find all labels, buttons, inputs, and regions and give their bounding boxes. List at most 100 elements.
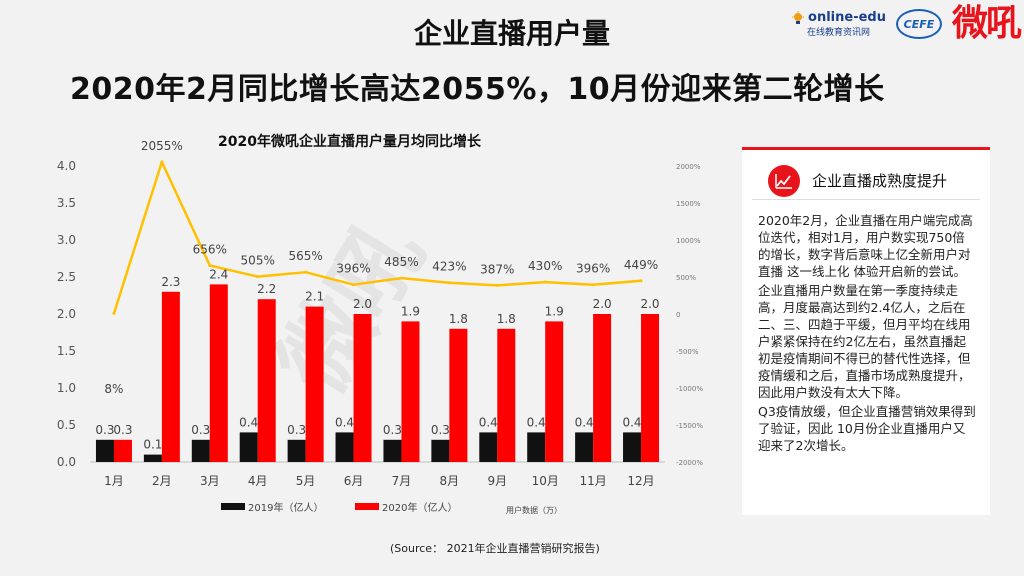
y-left-tick-label: 4.0 bbox=[57, 159, 76, 173]
bulb-icon bbox=[792, 10, 805, 24]
x-tick-label: 3月 bbox=[200, 474, 220, 488]
y-left-tick-label: 2.5 bbox=[57, 270, 76, 284]
bar-2020 bbox=[353, 314, 372, 462]
y-left-tick-label: 2.0 bbox=[57, 307, 76, 321]
bar-label-2020: 2.3 bbox=[161, 275, 180, 289]
cefe-logo: CEFE bbox=[895, 9, 942, 39]
bar-label-2020: 2.0 bbox=[593, 297, 612, 311]
bar-label-2019: 0.4 bbox=[622, 415, 641, 429]
bar-label-2020: 2.1 bbox=[305, 290, 324, 304]
bar-label-2020: 1.8 bbox=[497, 312, 516, 326]
bar-label-2019: 0.4 bbox=[575, 415, 594, 429]
y-right-tick-label: 1000% bbox=[676, 237, 701, 245]
growth-label: 387% bbox=[480, 262, 514, 276]
source-note: (Source： 2021年企业直播营销研究报告) bbox=[390, 542, 600, 555]
panel-paragraph: 企业直播用户数量在第一季度持续走高，月度最高达到约2.4亿人，之后在二、三、四趋… bbox=[758, 283, 971, 400]
bar-label-2020: 2.2 bbox=[257, 282, 276, 296]
bar-label-2019: 0.4 bbox=[527, 415, 546, 429]
y-right-tick-label: 1500% bbox=[676, 200, 701, 208]
growth-label: 396% bbox=[336, 262, 370, 276]
bar-2019 bbox=[623, 432, 642, 462]
bar-2020 bbox=[593, 314, 612, 462]
trend-chart-icon bbox=[768, 164, 800, 197]
x-tick-label: 12月 bbox=[627, 474, 654, 488]
bar-2020 bbox=[161, 291, 180, 462]
bar-label-2020: 1.9 bbox=[545, 304, 564, 318]
y-left-tick-label: 3.5 bbox=[57, 196, 76, 210]
online-edu-logo: online-edu 在线教育资讯网 bbox=[791, 10, 886, 38]
growth-point bbox=[160, 160, 164, 164]
panel-paragraph: Q3疫情放缓，但企业直播营销效果得到了验证，因此 10月份企业直播用户又迎来了2… bbox=[758, 404, 976, 453]
x-tick-label: 4月 bbox=[248, 474, 268, 488]
weihou-logo: 微吼 bbox=[951, 3, 1022, 44]
bar-2020 bbox=[497, 328, 516, 462]
x-tick-label: 5月 bbox=[296, 474, 316, 488]
bar-label-2019: 0.3 bbox=[431, 423, 450, 437]
growth-point bbox=[304, 270, 308, 274]
bar-2020 bbox=[257, 299, 276, 462]
bar-2019 bbox=[575, 432, 594, 462]
growth-point bbox=[639, 279, 643, 283]
y-right-tick-label: 500% bbox=[676, 274, 696, 282]
growth-label: 505% bbox=[241, 254, 275, 268]
y-right-tick-label: -1500% bbox=[676, 422, 703, 430]
bar-label-2020: 2.0 bbox=[640, 297, 659, 311]
bar-label-2019: 0.3 bbox=[287, 423, 306, 437]
growth-label: 8% bbox=[104, 382, 123, 396]
x-tick-label: 6月 bbox=[344, 474, 364, 488]
bar-label-2019: 0.1 bbox=[143, 438, 162, 452]
bar-2019 bbox=[239, 432, 258, 462]
bar-label-2019: 0.4 bbox=[239, 415, 258, 429]
growth-label: 565% bbox=[288, 249, 322, 263]
growth-point bbox=[208, 263, 212, 267]
growth-point bbox=[447, 281, 451, 285]
x-tick-label: 9月 bbox=[487, 474, 507, 488]
online-edu-subtext: 在线教育资讯网 bbox=[807, 28, 871, 38]
bar-label-2020: 2.0 bbox=[353, 297, 372, 311]
y-right-tick-label: -2000% bbox=[676, 459, 703, 467]
bar-2019 bbox=[335, 432, 354, 462]
x-tick-label: 2月 bbox=[152, 474, 172, 488]
panel-paragraph: 2020年2月，企业直播在用户端完成高位迭代，相对1月，用户数实现750倍的增长… bbox=[758, 213, 973, 279]
y-right-tick-label: -1000% bbox=[676, 385, 703, 393]
chart-legend: 2019年（亿人） 2020年（亿人） 用户数据（万） bbox=[221, 501, 562, 515]
bar-2020 bbox=[545, 321, 564, 462]
bar-2020 bbox=[113, 439, 132, 462]
growth-point bbox=[352, 283, 356, 287]
x-tick-label: 11月 bbox=[579, 474, 606, 488]
bar-label-2019: 0.4 bbox=[335, 415, 354, 429]
x-tick-label: 8月 bbox=[440, 474, 460, 488]
x-tick-label: 1月 bbox=[104, 474, 124, 488]
panel-body: 2020年2月，企业直播在用户端完成高位迭代，相对1月，用户数实现750倍的增长… bbox=[742, 200, 990, 454]
bar-2020 bbox=[209, 284, 228, 462]
page-title: 企业直播用户量 bbox=[413, 17, 610, 50]
y-left-tick-label: 0.5 bbox=[57, 418, 76, 432]
growth-point bbox=[543, 280, 547, 284]
growth-label: 423% bbox=[432, 260, 466, 274]
bar-2019 bbox=[431, 439, 450, 462]
bar-2019 bbox=[383, 439, 402, 462]
y-right-tick-label: 2000% bbox=[676, 163, 701, 171]
bar-label-2020: 1.9 bbox=[401, 304, 420, 318]
x-tick-label: 10月 bbox=[532, 474, 559, 488]
bar-2020 bbox=[641, 314, 660, 462]
growth-point bbox=[399, 276, 403, 280]
legend-label-line: 用户数据（万） bbox=[506, 505, 562, 515]
bar-label-2020: 1.8 bbox=[449, 312, 468, 326]
growth-point bbox=[495, 283, 499, 287]
bar-2019 bbox=[143, 454, 162, 462]
bar-label-2020: 2.4 bbox=[209, 267, 228, 281]
page-subtitle: 2020年2月同比增长高达2055%，10月份迎来第二轮增长 bbox=[70, 72, 885, 107]
bar-label-2019: 0.3 bbox=[191, 423, 210, 437]
legend-swatch-2020 bbox=[355, 503, 379, 510]
growth-label: 485% bbox=[384, 255, 418, 269]
growth-point bbox=[591, 283, 595, 287]
growth-point bbox=[112, 311, 116, 315]
y-left-tick-label: 0.0 bbox=[57, 455, 76, 469]
panel-title: 企业直播成熟度提升 bbox=[812, 172, 948, 190]
growth-point bbox=[256, 275, 260, 279]
legend-label-2019: 2019年（亿人） bbox=[248, 501, 323, 514]
legend-label-2020: 2020年（亿人） bbox=[382, 501, 457, 514]
logo-group: online-edu 在线教育资讯网 CEFE 微吼 bbox=[791, 3, 1022, 44]
online-edu-text: online-edu bbox=[808, 10, 886, 25]
